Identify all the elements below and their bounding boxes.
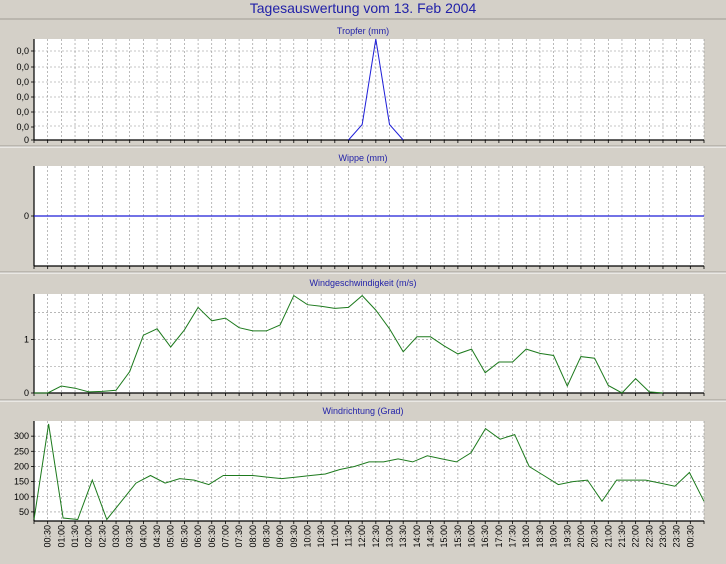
- y-tick-label: 0,0: [16, 77, 29, 87]
- plot-area: [34, 294, 704, 393]
- x-tick-label: 06:00: [193, 525, 203, 548]
- x-tick-label: 19:30: [562, 525, 572, 548]
- chart-title: Windrichtung (Grad): [322, 406, 403, 416]
- y-tick-label: 150: [14, 477, 29, 487]
- plot-area: [34, 39, 704, 140]
- chart-panel: Windrichtung (Grad) 50 100 150 200 250 300: [14, 406, 705, 524]
- x-tick-label: 02:30: [97, 525, 107, 548]
- x-tick-label: 17:30: [508, 525, 518, 548]
- x-tick-label: 04:30: [152, 525, 162, 548]
- x-tick-label: 15:00: [439, 525, 449, 548]
- x-tick-label: 16:00: [467, 525, 477, 548]
- chart-panel: Wippe (mm) 0: [24, 153, 705, 269]
- x-tick-label: 08:30: [261, 525, 271, 548]
- x-tick-label: 14:30: [426, 525, 436, 548]
- x-tick-label: 11:00: [330, 525, 340, 547]
- x-tick-label: 03:30: [125, 525, 135, 548]
- x-tick-label: 13:00: [385, 525, 395, 548]
- x-tick-label: 06:30: [207, 525, 217, 548]
- y-tick-label: 0: [24, 388, 29, 398]
- x-tick-label: 20:00: [576, 525, 586, 548]
- x-tick-label: 02:00: [84, 525, 94, 548]
- x-tick-label: 07:00: [220, 525, 230, 548]
- x-tick-label: 16:30: [480, 525, 490, 548]
- x-tick-label: 21:30: [617, 525, 627, 548]
- x-tick-label: 03:00: [111, 525, 121, 548]
- y-tick-label: 0,0: [16, 92, 29, 102]
- y-tick-label: 0: [24, 211, 29, 221]
- page-title: Tagesauswertung vom 13. Feb 2004: [249, 0, 477, 16]
- x-tick-label: 21:00: [603, 525, 613, 548]
- x-tick-label: 10:00: [302, 525, 312, 548]
- x-tick-label: 14:00: [412, 525, 422, 548]
- x-tick-label: 00:30: [685, 525, 695, 548]
- x-tick-label: 09:30: [289, 525, 299, 548]
- x-tick-label: 01:00: [56, 525, 66, 548]
- y-tick-label: 0,0: [16, 122, 29, 132]
- x-tick-label: 10:30: [316, 525, 326, 548]
- y-tick-label: 300: [14, 431, 29, 441]
- series-line: [33, 423, 705, 521]
- x-tick-label: 05:30: [179, 525, 189, 548]
- x-tick-label: 17:00: [494, 525, 504, 548]
- x-tick-label: 23:30: [672, 525, 682, 548]
- x-tick-label: 12:00: [357, 525, 367, 548]
- chart-title: Tropfer (mm): [337, 26, 389, 36]
- x-tick-label: 22:30: [644, 525, 654, 548]
- x-tick-label: 13:30: [398, 525, 408, 548]
- x-tick-label: 12:30: [371, 525, 381, 548]
- x-tick-label: 07:30: [234, 525, 244, 548]
- plot-area: [34, 421, 704, 521]
- y-tick-label: 0: [24, 135, 29, 145]
- series-line: [348, 38, 404, 141]
- y-tick-label: 250: [14, 446, 29, 456]
- y-tick-label: 50: [19, 507, 29, 517]
- chart-title: Wippe (mm): [339, 153, 388, 163]
- x-tick-label: 18:30: [535, 525, 545, 548]
- x-tick-label: 23:00: [658, 525, 668, 548]
- y-tick-label: 0,0: [16, 107, 29, 117]
- x-tick-label: 19:00: [549, 525, 559, 548]
- x-tick-label: 09:00: [275, 525, 285, 548]
- x-tick-label: 15:30: [453, 525, 463, 548]
- x-tick-label: 05:00: [166, 525, 176, 548]
- chart-panel: Windgeschwindigkeit (m/s) 0 1: [24, 278, 705, 398]
- y-tick-label: 0,0: [16, 62, 29, 72]
- x-tick-label: 18:00: [521, 525, 531, 548]
- y-tick-label: 200: [14, 461, 29, 471]
- chart-title: Windgeschwindigkeit (m/s): [309, 278, 416, 288]
- chart-panel: Tropfer (mm) 0,0 0,0 0,0 0,0 0,0 0,0 0: [16, 26, 705, 145]
- x-tick-label: 11:30: [343, 525, 353, 547]
- x-tick-label: 01:30: [70, 525, 80, 548]
- y-tick-label: 100: [14, 492, 29, 502]
- x-tick-label: 00:30: [43, 525, 53, 548]
- x-tick-label: 08:00: [248, 525, 258, 548]
- series-line: [34, 294, 664, 394]
- x-tick-label: 20:30: [590, 525, 600, 548]
- y-tick-label: 0,0: [16, 46, 29, 56]
- y-tick-label: 1: [24, 334, 29, 344]
- x-tick-label: 04:00: [138, 525, 148, 548]
- x-tick-label: 22:00: [631, 525, 641, 548]
